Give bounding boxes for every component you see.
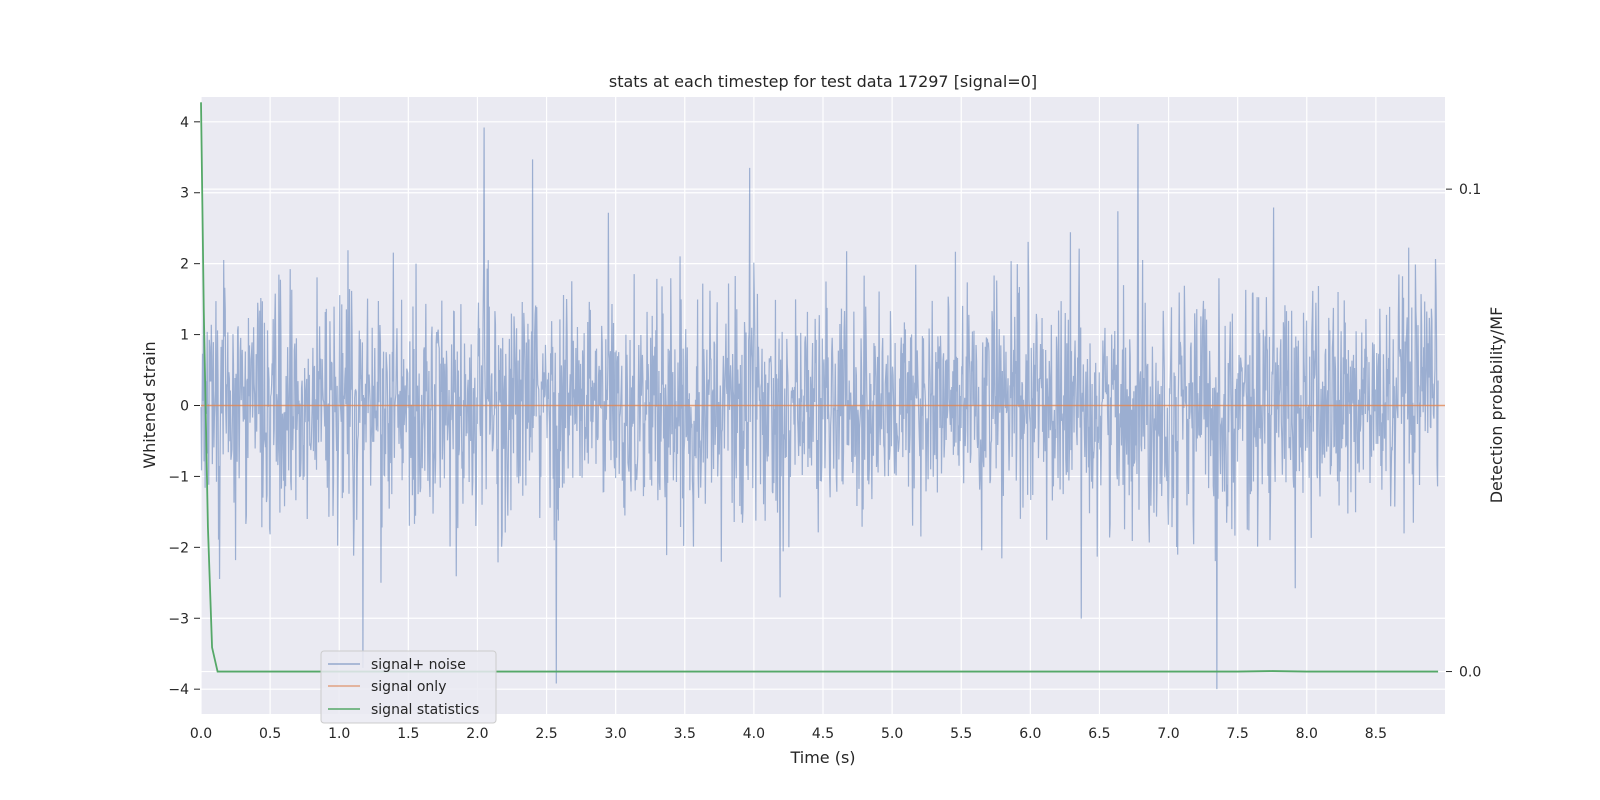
x-tick-label: 7.5 <box>1227 726 1249 742</box>
x-axis-label: Time (s) <box>789 748 855 767</box>
y-tick-label: −4 <box>168 682 189 698</box>
x-tick-label: 0.0 <box>190 726 212 742</box>
x-tick-label: 6.5 <box>1088 726 1110 742</box>
x-tick-label: 6.0 <box>1019 726 1041 742</box>
y-tick-label: −1 <box>168 469 189 485</box>
x-tick-label: 4.0 <box>743 726 765 742</box>
y2-axis-label: Detection probability/MF <box>1487 307 1506 504</box>
x-tick-label: 1.5 <box>397 726 419 742</box>
y-tick-label: 4 <box>180 115 189 131</box>
y2-tick-label: 0.0 <box>1459 665 1481 681</box>
y-axis-left: 4 3 2 1 0 −1 −2 −3 −4 <box>168 115 200 698</box>
y-tick-label: −2 <box>168 540 189 556</box>
x-tick-label: 5.5 <box>950 726 972 742</box>
noise-series <box>200 123 1439 690</box>
y2-tick-label: 0.1 <box>1459 182 1481 198</box>
y-tick-label: 3 <box>180 186 189 202</box>
x-tick-label: 7.0 <box>1157 726 1179 742</box>
signal-statistics-line <box>200 102 1439 673</box>
x-tick-label: 2.0 <box>466 726 488 742</box>
x-tick-label: 4.5 <box>812 726 834 742</box>
y-tick-label: 2 <box>180 257 189 273</box>
noise-line <box>200 123 1439 690</box>
y-tick-label: −3 <box>168 611 189 627</box>
x-tick-label: 3.5 <box>674 726 696 742</box>
signal-statistics-series <box>200 102 1439 673</box>
y-tick-label: 0 <box>180 399 189 415</box>
x-tick-label: 1.0 <box>328 726 350 742</box>
x-tick-label: 3.0 <box>605 726 627 742</box>
x-tick-label: 2.5 <box>535 726 557 742</box>
x-tick-label: 0.5 <box>259 726 281 742</box>
legend-box <box>320 650 497 724</box>
chart-title: stats at each timestep for test data 172… <box>609 72 1037 91</box>
legend: signal+ noise signal only signal statist… <box>320 650 497 724</box>
y-axis-right: 0.1 0.0 <box>1446 182 1481 681</box>
x-tick-label: 8.5 <box>1365 726 1387 742</box>
legend-label-stats: signal statistics <box>371 702 479 718</box>
x-tick-label: 5.0 <box>881 726 903 742</box>
y-axis-label: Whitened strain <box>140 341 159 468</box>
x-tick-label: 8.0 <box>1296 726 1318 742</box>
legend-label-signal: signal only <box>371 679 446 695</box>
legend-label-noise: signal+ noise <box>371 657 466 673</box>
y-tick-label: 1 <box>180 328 189 344</box>
x-axis: 0.0 0.5 1.0 1.5 2.0 2.5 3.0 3.5 4.0 4.5 5.0 5.5 6.0 6… <box>190 726 1387 742</box>
